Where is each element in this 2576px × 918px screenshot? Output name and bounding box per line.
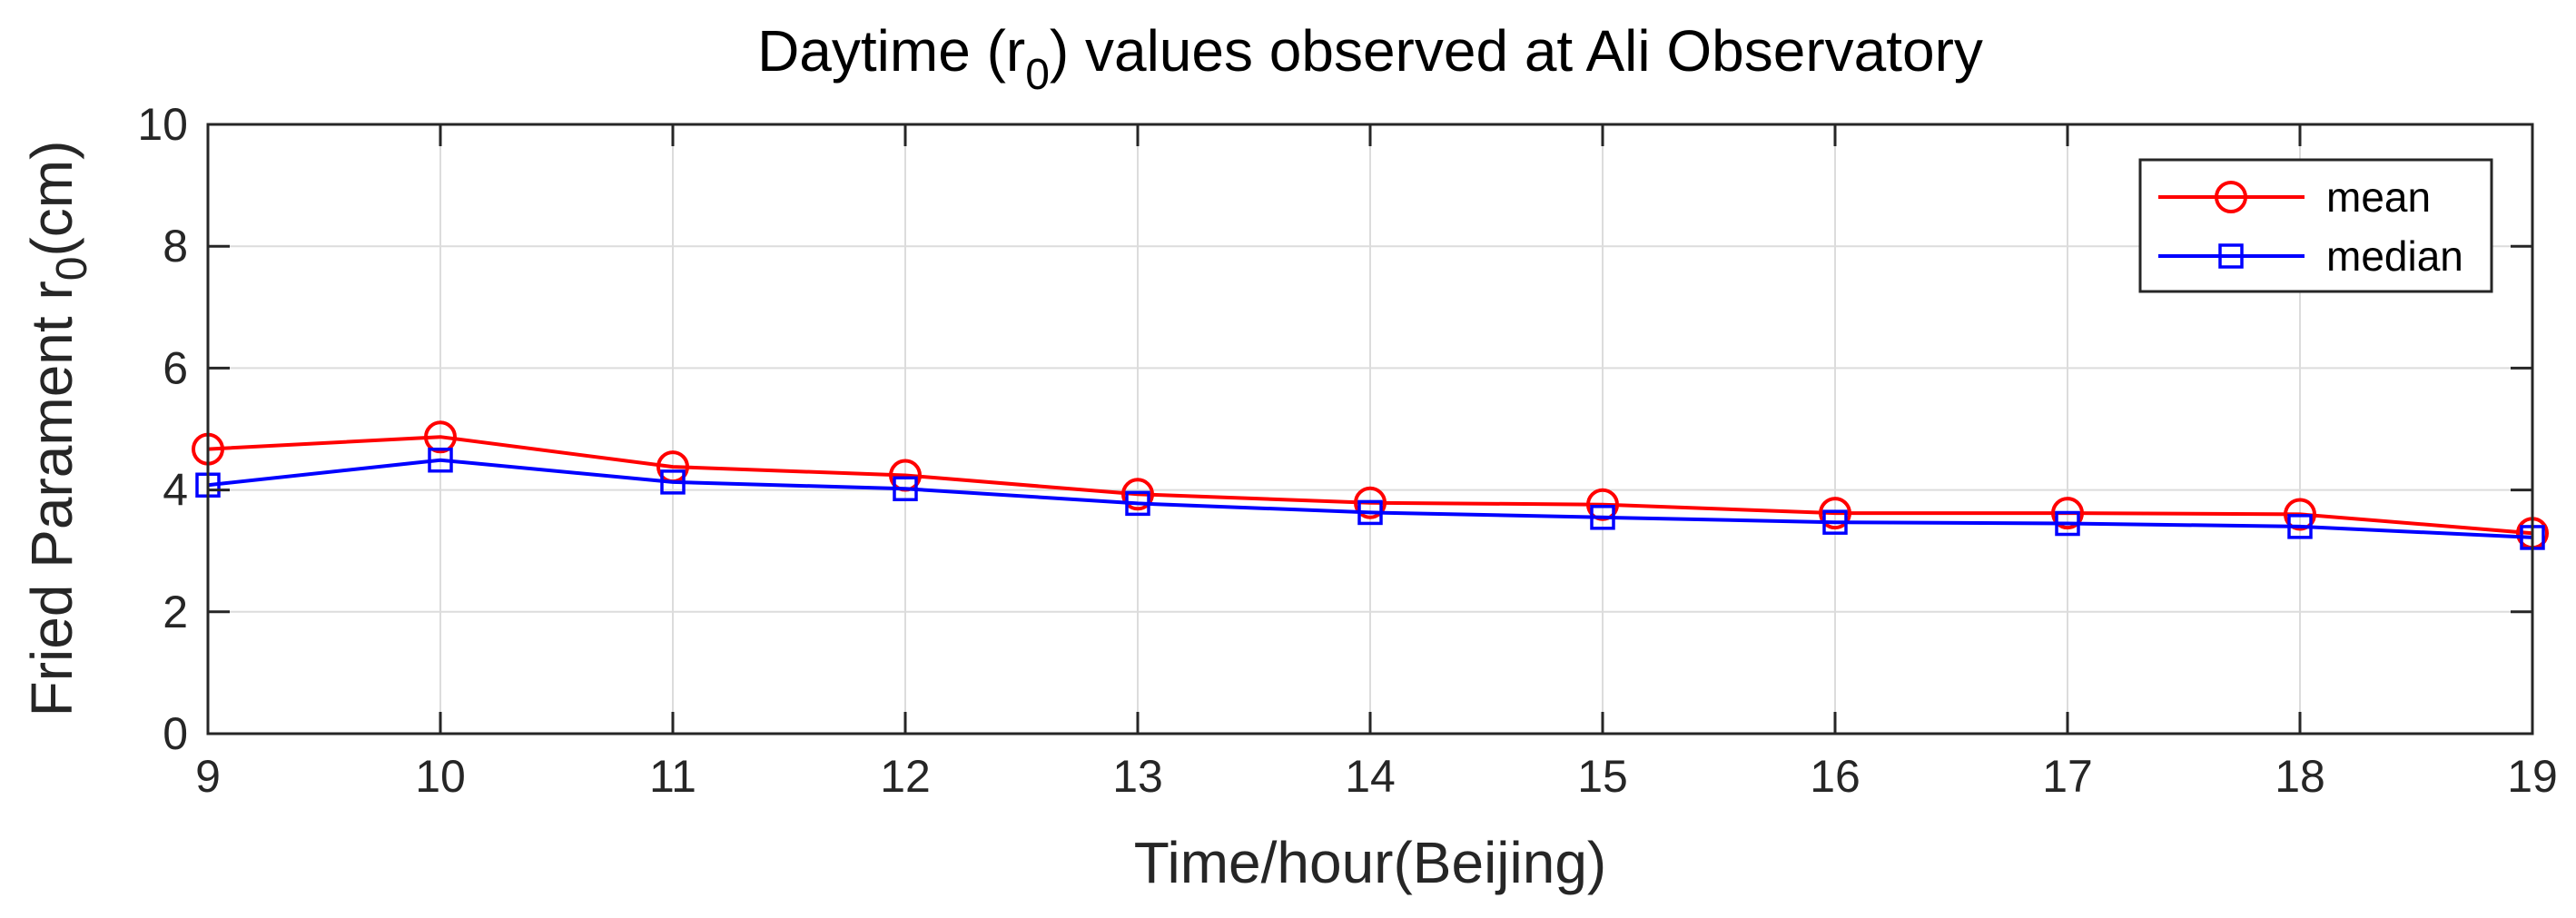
- legend-label-median: median: [2326, 232, 2463, 280]
- x-tick-label: 17: [2042, 751, 2093, 802]
- y-tick-label: 6: [163, 342, 188, 393]
- series-layer: [192, 420, 2549, 550]
- x-tick-label: 16: [1810, 751, 1860, 802]
- data-point-median: [428, 447, 453, 473]
- legend-marker-median: [2218, 243, 2244, 269]
- ticks: 9 10 11 12 13 14 15 16 17 18 19 0 2 4 6 8 10: [137, 99, 2557, 802]
- y-axis-label: Fried Parament r0(cm): [19, 141, 96, 717]
- y-tick-label: 0: [163, 708, 188, 759]
- data-point-mean: [1121, 478, 1154, 511]
- x-axis-label: Time/hour(Beijing): [1134, 830, 1606, 895]
- y-tick-label: 2: [163, 587, 188, 637]
- data-point-mean: [424, 420, 457, 454]
- legend-marker-mean: [2215, 181, 2247, 213]
- series-line-median: [207, 458, 2533, 539]
- legend-item-median: median: [2158, 232, 2463, 280]
- x-tick-label: 11: [649, 751, 696, 802]
- legend-label-mean: mean: [2326, 173, 2431, 221]
- data-point-median: [893, 476, 918, 502]
- y-tick-label: 10: [137, 99, 188, 150]
- data-point-mean: [1354, 486, 1387, 519]
- data-point-mean: [2051, 497, 2084, 530]
- y-tick-label: 4: [163, 465, 188, 516]
- data-point-mean: [2284, 498, 2316, 531]
- x-tick-label: 18: [2275, 751, 2325, 802]
- x-tick-label: 10: [415, 751, 466, 802]
- x-tick-label: 9: [195, 751, 221, 802]
- data-point-median: [2287, 514, 2313, 539]
- chart-title: Daytime (r0) values observed at Ali Obse…: [757, 18, 1983, 99]
- data-point-median: [1357, 499, 1383, 526]
- x-tick-label: 14: [1345, 751, 1396, 802]
- data-point-median: [1822, 509, 1848, 535]
- x-tick-label: 12: [880, 751, 931, 802]
- legend-box: [2138, 158, 2493, 293]
- x-tick-label: 13: [1112, 751, 1163, 802]
- legend-item-mean: mean: [2158, 173, 2431, 221]
- data-point-mean: [1819, 497, 1851, 530]
- data-point-median: [660, 469, 686, 495]
- data-point-median: [1125, 490, 1150, 517]
- y-tick-label: 8: [163, 221, 188, 271]
- data-point-median: [2055, 510, 2080, 537]
- x-tick-label: 19: [2507, 751, 2558, 802]
- data-point-median: [1590, 505, 1615, 530]
- legend: mean median: [2138, 158, 2493, 293]
- x-tick-label: 15: [1577, 751, 1628, 802]
